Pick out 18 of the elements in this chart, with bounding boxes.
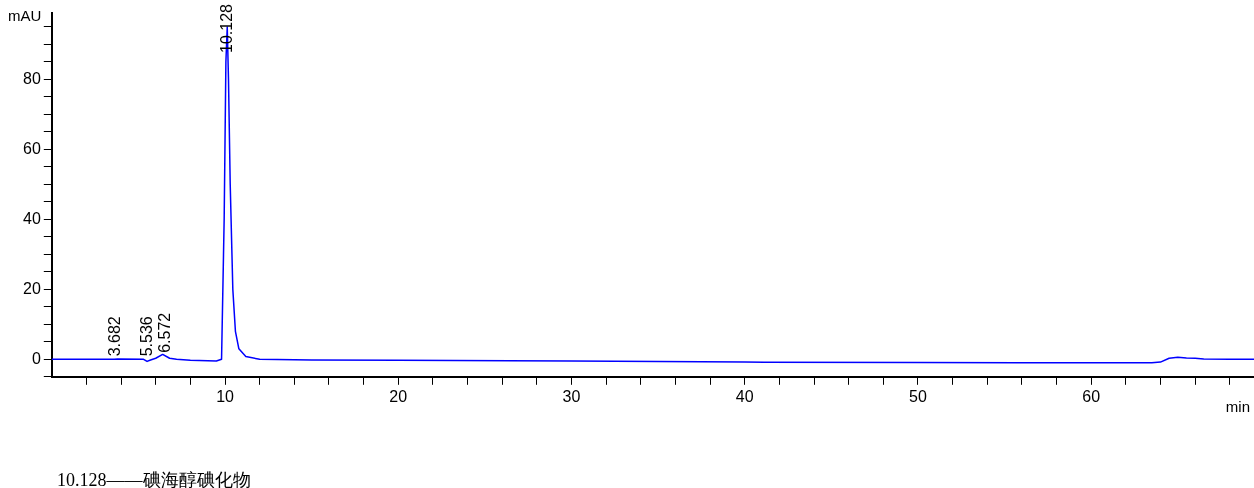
- annotation: 10.128: [217, 3, 235, 53]
- annotation: 3.682: [105, 316, 123, 357]
- x-tick-label: 20: [389, 387, 408, 405]
- x-tick-label: 60: [1082, 387, 1101, 405]
- y-tick-label: 40: [23, 209, 41, 227]
- x-tick-label: 10: [216, 387, 235, 405]
- y-tick-label: 20: [23, 279, 41, 297]
- y-axis-title: mAU: [8, 6, 42, 24]
- y-tick-label: 0: [31, 349, 41, 367]
- x-tick-label: 40: [735, 387, 754, 405]
- x-axis-title: min: [1225, 398, 1250, 416]
- x-tick-label: 30: [562, 387, 581, 405]
- x-tick-label: 50: [909, 387, 927, 405]
- y-tick-label: 80: [23, 69, 41, 87]
- y-tick-label: 60: [23, 139, 41, 157]
- annotation: 6.572: [156, 312, 174, 353]
- text: 10.128——碘海醇碘化物: [57, 469, 251, 488]
- annotation: 5.536: [138, 316, 156, 357]
